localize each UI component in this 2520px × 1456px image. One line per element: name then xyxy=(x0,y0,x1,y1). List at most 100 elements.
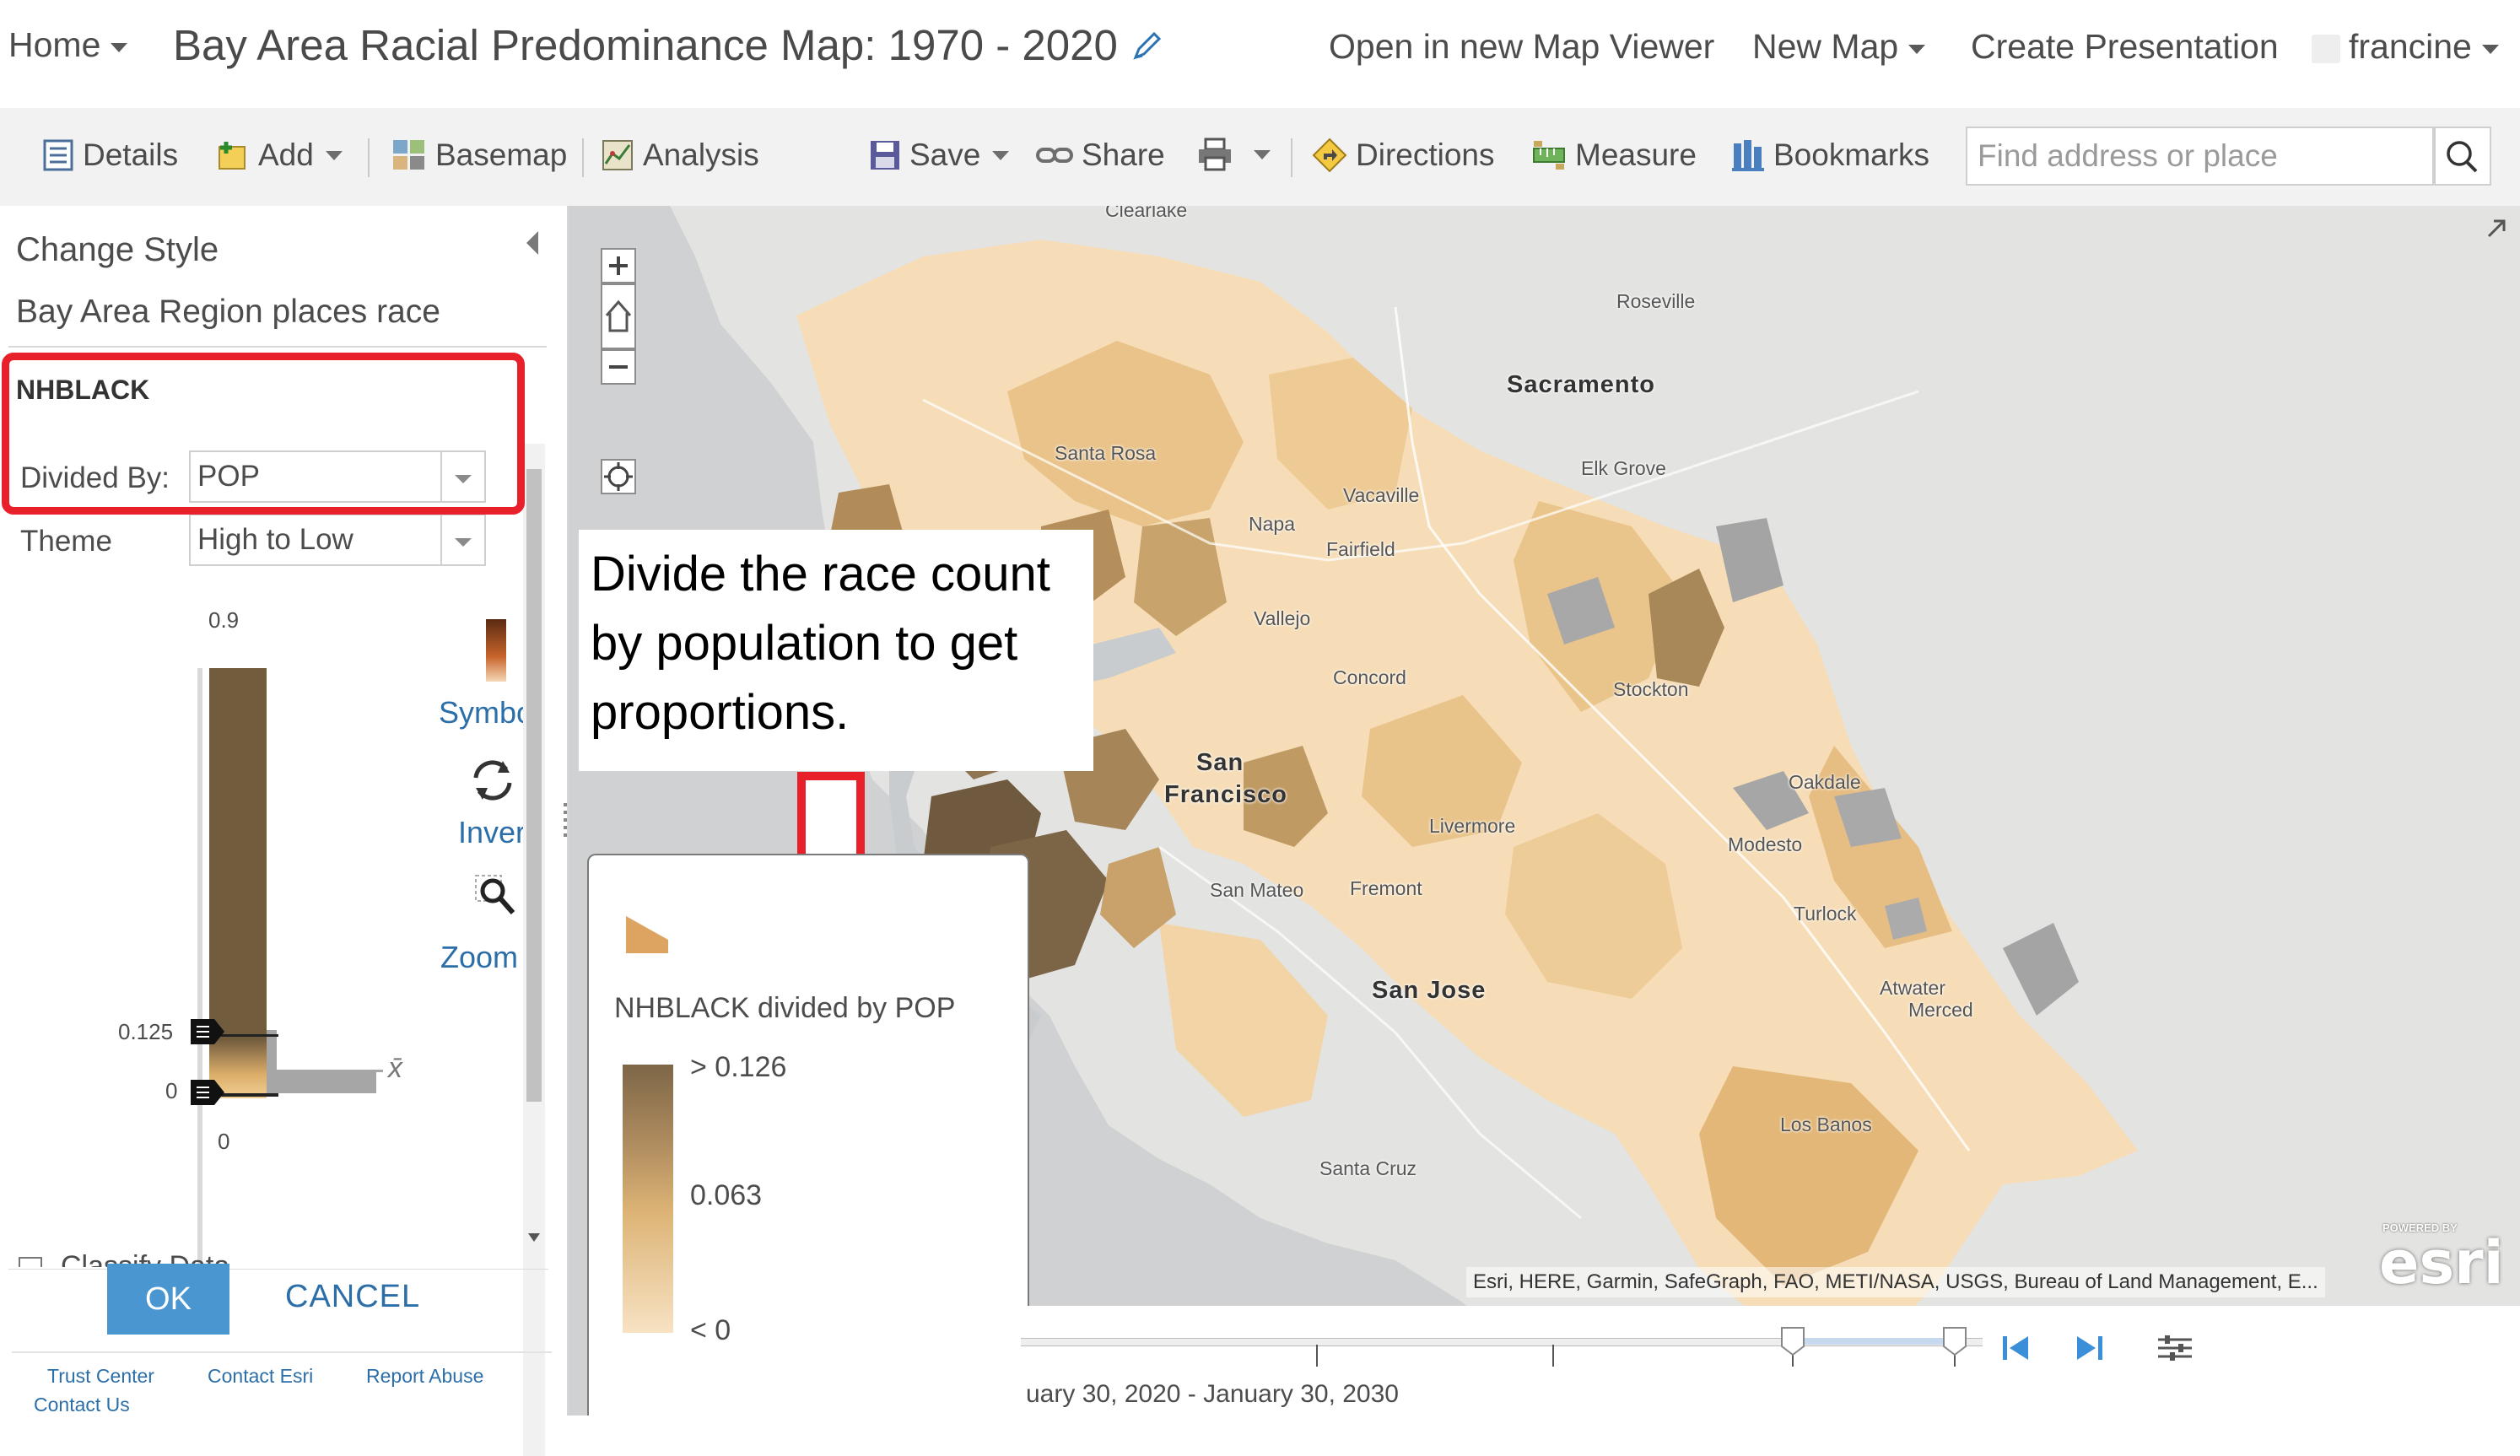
city-label: Roseville xyxy=(1616,290,1696,312)
home-menu[interactable]: Home xyxy=(8,25,128,65)
add-layer-icon xyxy=(219,142,246,170)
add-button[interactable]: Add xyxy=(216,138,343,173)
basemap-button[interactable]: Basemap xyxy=(391,138,567,173)
classify-row[interactable]: Classify Data xyxy=(15,1240,555,1267)
address-search-input[interactable]: Find address or place xyxy=(1966,127,2434,186)
city-label: Turlock xyxy=(1794,903,1857,925)
chevron-down-icon xyxy=(1908,44,1926,54)
directions-label: Directions xyxy=(1356,138,1495,172)
city-label: San Mateo xyxy=(1210,879,1304,901)
basemap-grid-icon xyxy=(393,140,424,170)
contact-us-link[interactable]: Contact Us xyxy=(34,1394,130,1416)
analysis-label: Analysis xyxy=(643,138,759,172)
edit-pencil-icon[interactable] xyxy=(1130,29,1164,62)
measure-button[interactable]: Measure xyxy=(1531,138,1697,173)
share-button[interactable]: Share xyxy=(1036,138,1165,173)
toolbar-divider xyxy=(368,138,370,177)
city-label: Elk Grove xyxy=(1581,457,1666,479)
panel-scrollbar-thumb[interactable] xyxy=(526,469,542,1102)
bookmarks-button[interactable]: Bookmarks xyxy=(1731,138,1929,173)
user-menu[interactable]: francine xyxy=(2312,27,2499,67)
search-icon xyxy=(2447,141,2478,173)
slider-handle-high[interactable] xyxy=(189,1017,226,1046)
ok-button[interactable]: OK xyxy=(107,1264,229,1335)
scroll-down-icon[interactable] xyxy=(526,1232,542,1243)
city-label: Clearlake xyxy=(1105,206,1188,221)
theme-select[interactable]: High to Low xyxy=(189,514,486,566)
time-thumb-end[interactable] xyxy=(1942,1326,1967,1356)
classify-label: Classify Data xyxy=(61,1250,230,1267)
new-map-menu[interactable]: New Map xyxy=(1752,27,1926,67)
zoom-in-button[interactable] xyxy=(601,248,636,283)
city-label: Livermore xyxy=(1429,815,1516,837)
trust-center-link[interactable]: Trust Center xyxy=(47,1365,154,1387)
esri-logo[interactable]: POWERED BY esri xyxy=(2379,1221,2506,1297)
bookmarks-icon xyxy=(1732,140,1764,171)
symbols-link[interactable]: Symbo xyxy=(439,695,523,730)
locate-crosshair-icon xyxy=(604,462,633,491)
panel-heading: Change Style xyxy=(16,231,219,268)
handle-low-label: 0 xyxy=(165,1078,178,1103)
zoom-link[interactable]: Zoom xyxy=(440,940,519,974)
panel-resize-handle[interactable] xyxy=(564,803,567,840)
highlight-frame xyxy=(2,353,525,515)
previous-icon[interactable] xyxy=(1999,1331,2033,1365)
city-label: Oakdale xyxy=(1789,771,1861,793)
locate-button[interactable] xyxy=(601,459,636,494)
time-range-label: uary 30, 2020 - January 30, 2030 xyxy=(1026,1380,1399,1408)
print-button[interactable] xyxy=(1196,138,1271,171)
slider-line xyxy=(202,1034,278,1037)
share-link-icon xyxy=(1036,148,1073,163)
default-extent-button[interactable] xyxy=(601,283,636,349)
time-settings-icon[interactable] xyxy=(2156,1333,2194,1363)
city-label: Modesto xyxy=(1728,833,1803,855)
symbol-ramp-swatch[interactable] xyxy=(486,619,506,682)
city-label: Vallejo xyxy=(1254,607,1311,629)
open-new-map-viewer-link[interactable]: Open in new Map Viewer xyxy=(1329,27,1715,66)
collapse-panel-icon[interactable] xyxy=(525,229,540,256)
cancel-button[interactable]: CANCEL xyxy=(285,1279,421,1314)
classify-checkbox[interactable] xyxy=(19,1257,42,1267)
create-presentation-link[interactable]: Create Presentation xyxy=(1971,27,2279,66)
measure-label: Measure xyxy=(1575,138,1697,172)
city-label: San xyxy=(1196,749,1244,776)
divided-by-select[interactable]: POP xyxy=(189,450,486,503)
search-button[interactable] xyxy=(2434,127,2491,186)
invert-link[interactable]: Inver xyxy=(458,815,526,849)
user-name: francine xyxy=(2349,27,2472,66)
histogram-max-label: 0.9 xyxy=(208,607,240,633)
zoom-magnifier-icon[interactable] xyxy=(472,872,518,921)
city-label: Napa xyxy=(1249,513,1295,535)
save-button[interactable]: Save xyxy=(869,138,1010,173)
divided-by-label: Divided By: xyxy=(20,461,170,494)
color-ramp-dark xyxy=(209,668,267,1039)
next-icon[interactable] xyxy=(2072,1331,2106,1365)
slider-handle-low[interactable] xyxy=(189,1078,226,1107)
plus-icon xyxy=(609,256,628,275)
invert-icon[interactable] xyxy=(467,758,518,803)
chevron-down-icon xyxy=(111,42,128,52)
analysis-button[interactable]: Analysis xyxy=(601,138,759,173)
details-label: Details xyxy=(83,138,179,172)
contact-esri-link[interactable]: Contact Esri xyxy=(208,1365,314,1387)
details-button[interactable]: Details xyxy=(42,138,178,173)
chevron-down-icon xyxy=(1254,149,1271,159)
directions-button[interactable]: Directions xyxy=(1312,138,1495,173)
expand-map-icon[interactable] xyxy=(2484,216,2509,241)
time-slider-track[interactable] xyxy=(1021,1338,1983,1346)
save-label: Save xyxy=(909,138,981,172)
city-label: Francisco xyxy=(1164,781,1287,808)
zoom-out-button[interactable] xyxy=(601,349,636,385)
report-abuse-link[interactable]: Report Abuse xyxy=(366,1365,484,1387)
measure-ruler-icon xyxy=(1533,141,1565,170)
legend-title: NHBLACK divided by POP xyxy=(614,992,956,1024)
map-legend: NHBLACK divided by POP > 0.126 0.063 < 0 xyxy=(587,854,1029,1416)
toolbar-divider xyxy=(1291,138,1292,177)
mean-line xyxy=(376,1070,383,1072)
analysis-icon xyxy=(602,140,633,170)
city-label: Concord xyxy=(1333,666,1406,688)
time-thumb-start[interactable] xyxy=(1780,1326,1805,1356)
map-canvas[interactable]: Clearlake Roseville Sacramento Elk Grove… xyxy=(569,206,2520,1416)
new-map-label: New Map xyxy=(1752,27,1899,66)
handle-high-label: 0.125 xyxy=(118,1019,174,1044)
